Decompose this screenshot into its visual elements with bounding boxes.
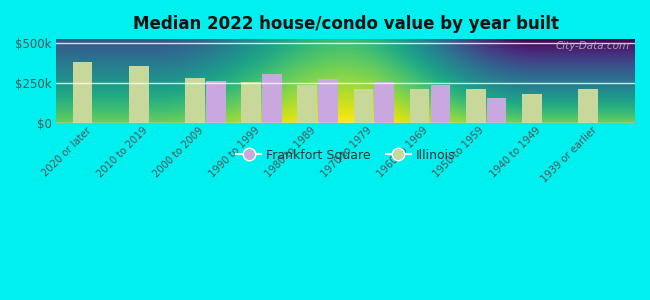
Title: Median 2022 house/condo value by year built: Median 2022 house/condo value by year bu… xyxy=(133,15,559,33)
Legend: Frankfort Square, Illinois: Frankfort Square, Illinois xyxy=(231,144,460,167)
Bar xyxy=(241,82,261,123)
Bar xyxy=(298,85,317,123)
Bar xyxy=(522,94,541,123)
Bar xyxy=(466,89,486,123)
Bar xyxy=(374,82,394,123)
Bar xyxy=(73,62,92,123)
Text: City-Data.com: City-Data.com xyxy=(555,41,629,51)
Bar xyxy=(578,88,598,123)
Bar xyxy=(129,66,149,123)
Bar xyxy=(354,88,373,123)
Bar xyxy=(430,85,450,123)
Bar xyxy=(206,81,226,123)
Bar xyxy=(318,79,338,123)
Bar xyxy=(185,78,205,123)
Bar xyxy=(487,98,506,123)
Bar xyxy=(262,74,281,123)
Bar xyxy=(410,89,430,123)
